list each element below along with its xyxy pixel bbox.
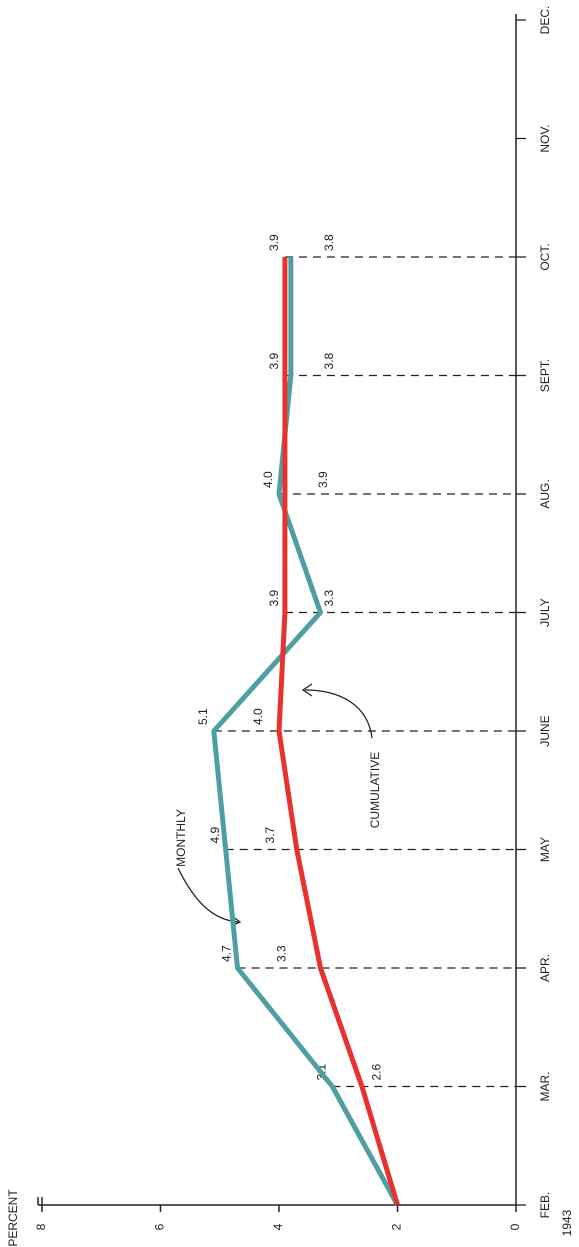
value-label: 4.9 <box>208 826 222 843</box>
value-label: 4.0 <box>251 708 265 725</box>
x-tick-label: FEB. <box>538 1192 552 1219</box>
x-tick-label: OCT. <box>538 243 552 270</box>
value-label: 3.8 <box>322 234 336 251</box>
value-label: 5.1 <box>196 708 210 725</box>
y-tick-label: 0 <box>508 1223 522 1230</box>
x-tick-label: MAY <box>538 837 552 862</box>
x-tick-label: DEC. <box>538 6 552 35</box>
x-tick-label: MAR. <box>538 1072 552 1102</box>
value-label: 3.9 <box>267 589 281 606</box>
value-label: 4.7 <box>220 945 234 962</box>
x-tick-label: APR. <box>538 954 552 982</box>
legend-label: MONTHLY <box>174 809 188 867</box>
x-tick-label: NOV. <box>538 124 552 152</box>
value-label: 3.3 <box>275 945 289 962</box>
value-label: 3.9 <box>316 471 330 488</box>
legend-label: CUMULATIVE <box>368 752 382 828</box>
cumulative-arrow <box>304 689 373 739</box>
y-tick-label: 6 <box>153 1223 167 1230</box>
series-line <box>276 257 400 1206</box>
x-tick-label: SEPT. <box>538 359 552 392</box>
value-label: 2.6 <box>369 1063 383 1080</box>
value-label: 4.0 <box>261 471 275 488</box>
value-label: 3.8 <box>322 352 336 369</box>
value-label: 3.9 <box>267 234 281 251</box>
cumulative-arrowhead <box>301 683 313 697</box>
x-tick-label: JUNE <box>538 715 552 746</box>
value-label: 3.7 <box>263 826 277 843</box>
x-tick-label: JULY <box>538 598 552 626</box>
y-tick-label: 4 <box>271 1223 285 1230</box>
y-tick-label: 8 <box>34 1223 48 1230</box>
value-label: 3.3 <box>322 589 336 606</box>
year-label: 1943 <box>560 1209 574 1236</box>
x-tick-label: AUG. <box>538 479 552 508</box>
y-axis-label: PERCENT <box>6 1189 20 1247</box>
y-tick-label: 2 <box>390 1223 404 1230</box>
value-label: 3.9 <box>267 352 281 369</box>
